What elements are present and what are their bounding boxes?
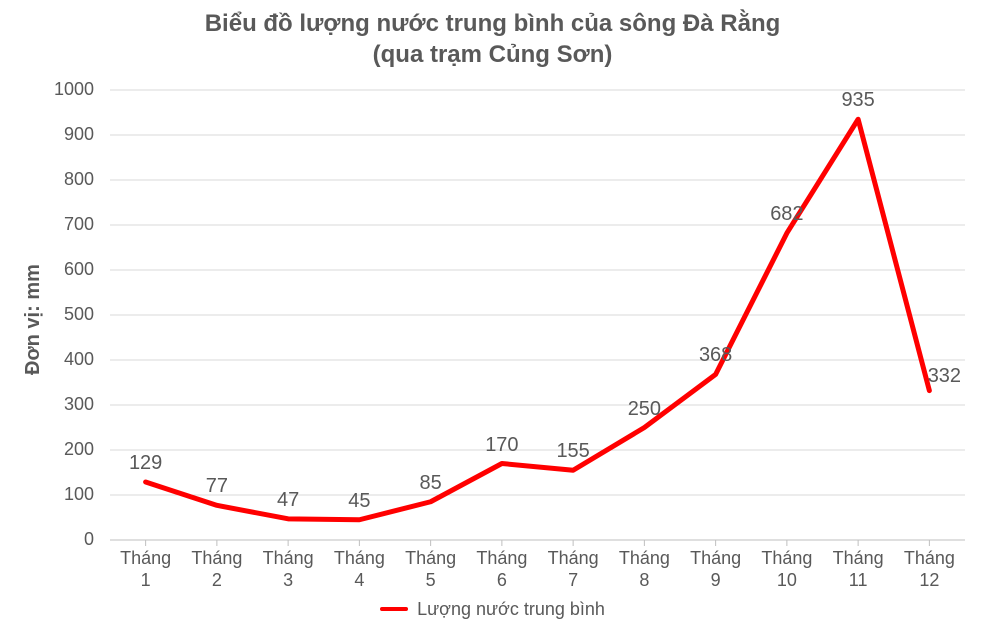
legend-line-swatch bbox=[380, 607, 408, 611]
y-tick-label: 800 bbox=[0, 169, 94, 190]
x-tick-label: Tháng4 bbox=[324, 548, 394, 591]
data-label: 332 bbox=[919, 365, 969, 388]
x-tick-label: Tháng6 bbox=[467, 548, 537, 591]
data-label: 250 bbox=[619, 398, 669, 421]
data-label: 47 bbox=[263, 489, 313, 512]
x-tick-label: Tháng10 bbox=[752, 548, 822, 591]
x-tick-label: Tháng9 bbox=[681, 548, 751, 591]
chart-legend: Lượng nước trung bình bbox=[0, 598, 985, 620]
y-tick-label: 600 bbox=[0, 259, 94, 280]
y-tick-label: 100 bbox=[0, 484, 94, 505]
data-label: 77 bbox=[192, 475, 242, 498]
x-tick-label: Tháng7 bbox=[538, 548, 608, 591]
data-label: 170 bbox=[477, 434, 527, 457]
data-label: 682 bbox=[762, 203, 812, 226]
x-tick-label: Tháng11 bbox=[823, 548, 893, 591]
y-tick-label: 400 bbox=[0, 349, 94, 370]
legend-label: Lượng nước trung bình bbox=[417, 599, 605, 620]
x-tick-label: Tháng3 bbox=[253, 548, 323, 591]
data-label: 368 bbox=[691, 344, 741, 367]
x-tick-label: Tháng1 bbox=[111, 548, 181, 591]
data-label: 155 bbox=[548, 440, 598, 463]
x-tick-label: Tháng12 bbox=[894, 548, 964, 591]
x-tick-label: Tháng5 bbox=[396, 548, 466, 591]
chart-container: Biểu đồ lượng nước trung bình của sông Đ… bbox=[0, 0, 985, 640]
y-tick-label: 700 bbox=[0, 214, 94, 235]
data-label: 935 bbox=[833, 89, 883, 112]
y-tick-label: 1000 bbox=[0, 79, 94, 100]
y-tick-label: 500 bbox=[0, 304, 94, 325]
y-tick-label: 0 bbox=[0, 529, 94, 550]
x-tick-label: Tháng2 bbox=[182, 548, 252, 591]
y-tick-label: 300 bbox=[0, 394, 94, 415]
y-tick-label: 900 bbox=[0, 124, 94, 145]
data-label: 85 bbox=[406, 472, 456, 495]
data-line bbox=[146, 119, 930, 520]
x-tick-label: Tháng8 bbox=[609, 548, 679, 591]
y-tick-label: 200 bbox=[0, 439, 94, 460]
data-label: 45 bbox=[334, 490, 384, 513]
data-label: 129 bbox=[121, 452, 171, 475]
